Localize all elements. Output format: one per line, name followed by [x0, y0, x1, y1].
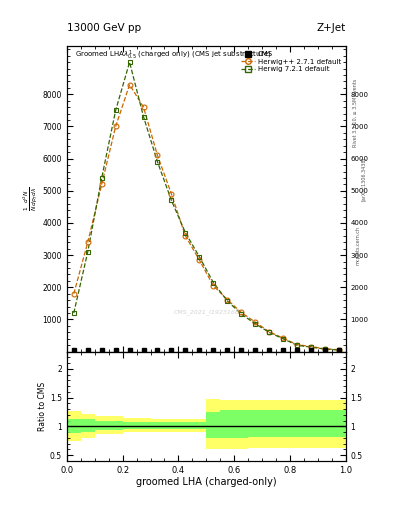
Text: CMS_2021_I1923168: CMS_2021_I1923168	[173, 309, 239, 315]
Legend: CMS, Herwig++ 2.7.1 default, Herwig 7.2.1 default: CMS, Herwig++ 2.7.1 default, Herwig 7.2.…	[240, 50, 342, 74]
Y-axis label: Ratio to CMS: Ratio to CMS	[38, 381, 47, 431]
Text: 13000 GeV pp: 13000 GeV pp	[67, 23, 141, 33]
Text: Rivet 3.1.10, ≥ 3.5M events: Rivet 3.1.10, ≥ 3.5M events	[353, 78, 358, 147]
Y-axis label: $\frac{1}{N}\frac{d^2N}{dp_T d\lambda}$: $\frac{1}{N}\frac{d^2N}{dp_T d\lambda}$	[22, 186, 40, 211]
Text: Groomed LHA$\lambda^1_{0.5}$ (charged only) (CMS jet substructure): Groomed LHA$\lambda^1_{0.5}$ (charged on…	[75, 49, 272, 62]
Text: [arXiv:1306.3438]: [arXiv:1306.3438]	[361, 157, 366, 201]
X-axis label: groomed LHA (charged-only): groomed LHA (charged-only)	[136, 477, 277, 487]
Text: mcplots.cern.ch: mcplots.cern.ch	[355, 226, 360, 265]
Text: Z+Jet: Z+Jet	[317, 23, 346, 33]
